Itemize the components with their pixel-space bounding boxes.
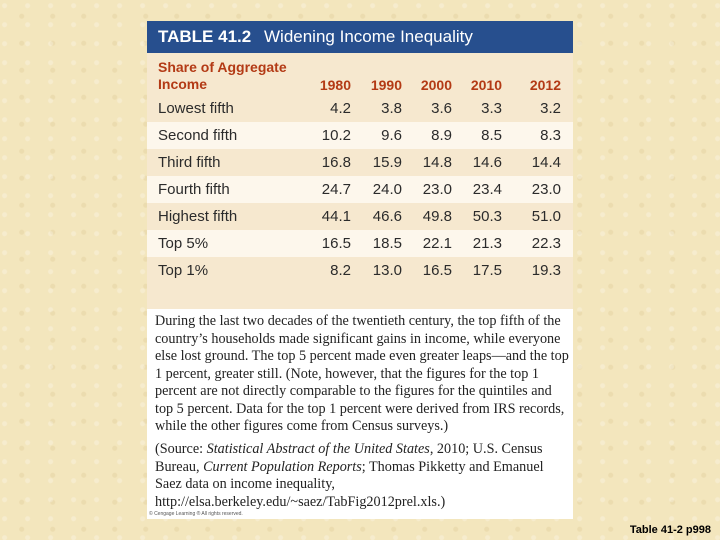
income-share-table: Share of Aggregate Income 1980 1990 2000 20… [147, 53, 573, 309]
column-header: 2012 [529, 77, 561, 93]
table-cell: 14.8 [422, 154, 452, 171]
slide-reference: Table 41-2 p998 [629, 524, 711, 536]
table-cell: 24.0 [372, 181, 402, 198]
table-cell: 14.4 [531, 154, 561, 171]
column-header: 2010 [470, 77, 502, 93]
source-part-3: ; Thomas Pikketty and Emanuel Saez data … [155, 458, 544, 510]
row-label: Highest fifth [158, 208, 238, 225]
table-cell: 51.0 [531, 208, 561, 225]
table-cell: 13.0 [372, 262, 402, 279]
table-cell: 22.3 [531, 235, 561, 252]
table-cell: 8.9 [431, 127, 452, 144]
table-header-bar: TABLE 41.2 Widening Income Inequality [147, 21, 573, 53]
row-label: Top 1% [158, 262, 209, 279]
table-cell: 44.1 [321, 208, 351, 225]
source-title-1: Statistical Abstract of the United State… [206, 441, 430, 457]
table-cell: 15.9 [372, 154, 402, 171]
table-cell: 22.1 [422, 235, 452, 252]
table-cell: 3.2 [540, 100, 561, 117]
table-source: (Source: Statistical Abstract of the Uni… [155, 441, 571, 511]
table-row: Top 5% 16.5 18.5 22.1 21.3 22.3 [147, 230, 573, 257]
table-cell: 4.2 [330, 100, 351, 117]
column-header: 2000 [420, 77, 452, 93]
column-header: 1990 [370, 77, 402, 93]
table-cell: 23.4 [472, 181, 502, 198]
table-caption: During the last two decades of the twent… [155, 313, 569, 434]
table-cell: 19.3 [531, 262, 561, 279]
table-cell: 49.8 [422, 208, 452, 225]
row-header-label: Share of Aggregate Income [158, 59, 287, 92]
table-cell: 46.6 [372, 208, 402, 225]
table-card: TABLE 41.2 Widening Income Inequality Sh… [147, 21, 573, 519]
row-label: Lowest fifth [158, 100, 234, 117]
source-part-2: , 2010; U.S. Census Bureau, [155, 441, 543, 475]
row-label: Fourth fifth [158, 181, 230, 198]
row-label: Second fifth [158, 127, 238, 144]
table-cell: 9.6 [381, 127, 402, 144]
source-title-2: Current Population Reports [203, 458, 362, 475]
table-cell: 23.0 [531, 181, 561, 198]
column-header: 1980 [319, 77, 351, 93]
table-title: Widening Income Inequality [264, 27, 473, 46]
row-label: Third fifth [158, 154, 221, 171]
source-open: (Source: [155, 441, 207, 457]
table-row: Third fifth 16.8 15.9 14.8 14.6 14.4 [147, 149, 573, 176]
table-cell: 17.5 [472, 262, 502, 279]
row-label: Top 5% [158, 235, 209, 252]
table-cell: 23.0 [422, 181, 452, 198]
table-head: Share of Aggregate Income 1980 1990 2000 20… [147, 53, 573, 94]
table-cell: 3.6 [431, 100, 452, 117]
table-row: Highest fifth 44.1 46.6 49.8 50.3 51.0 [147, 203, 573, 230]
table-cell: 8.5 [481, 127, 502, 144]
table-cell: 16.5 [321, 235, 351, 252]
table-cell: 14.6 [472, 154, 502, 171]
table-cell: 16.8 [321, 154, 351, 171]
table-cell: 16.5 [422, 262, 452, 279]
table-row: Second fifth 10.2 9.6 8.9 8.5 8.3 [147, 122, 573, 149]
table-cell: 50.3 [472, 208, 502, 225]
table-row: Lowest fifth 4.2 3.8 3.6 3.3 3.2 [147, 95, 573, 122]
table-cell: 3.3 [481, 100, 502, 117]
table-cell: 24.7 [321, 181, 351, 198]
table-cell: 3.8 [381, 100, 402, 117]
table-cell: 8.3 [540, 127, 561, 144]
table-cell: 8.2 [330, 262, 351, 279]
table-cell: 21.3 [472, 235, 502, 252]
copyright-notice: © Cengage Learning ® All rights reserved… [149, 511, 243, 517]
table-row: Top 1% 8.2 13.0 16.5 17.5 19.3 [147, 257, 573, 284]
table-cell: 18.5 [372, 235, 402, 252]
table-number: TABLE 41.2 [158, 27, 252, 46]
table-row: Fourth fifth 24.7 24.0 23.0 23.4 23.0 [147, 176, 573, 203]
table-cell: 10.2 [321, 127, 351, 144]
